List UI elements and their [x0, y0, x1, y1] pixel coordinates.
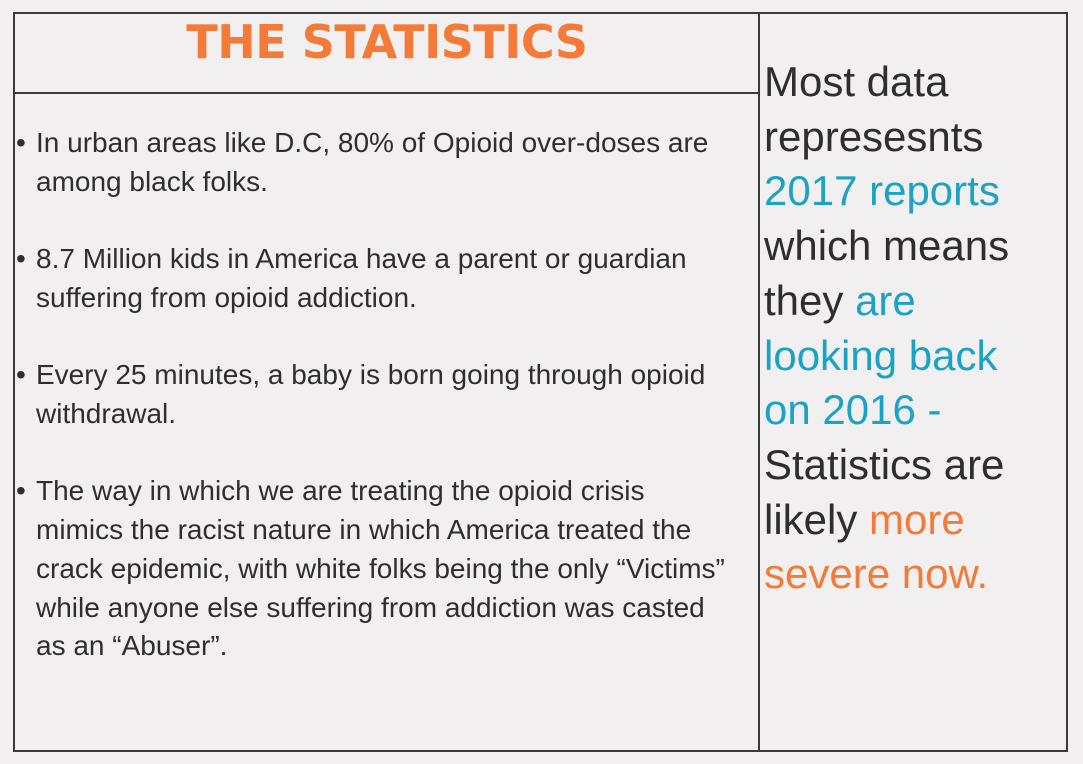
bullet-text: 8.7 Million kids in America have a paren…: [36, 243, 687, 313]
sidebar-note: Most data represesnts 2017 reports which…: [764, 55, 1054, 602]
bullet-icon: •: [16, 359, 26, 391]
bullet-icon: •: [16, 243, 26, 275]
content-frame: [13, 12, 1068, 752]
title-bar: [15, 14, 758, 94]
bullet-text: In urban areas like D.C, 80% of Opioid o…: [36, 127, 709, 197]
note-text: which means they: [764, 222, 1010, 324]
list-item: • 8.7 Million kids in America have a pare…: [16, 240, 731, 318]
page-title: THE STATISTICS: [186, 15, 588, 69]
statistics-panel: [15, 14, 760, 750]
note-highlight-reports: 2017 reports: [764, 167, 1000, 215]
list-item: • Every 25 minutes, a baby is born going …: [16, 356, 731, 434]
bullet-icon: •: [16, 127, 26, 158]
note-text: Statistics are likely: [764, 440, 1005, 543]
list-item: • The way in which we are treating the op…: [16, 472, 731, 666]
bullet-text: The way in which we are treating the opi…: [36, 475, 725, 662]
note-highlight-looking-back: are looking back on 2016 -: [764, 276, 998, 434]
note-text: Most data represesnts: [764, 58, 984, 160]
statistics-list: • In urban areas like D.C, 80% of Opioid …: [16, 124, 731, 705]
bullet-icon: •: [16, 475, 26, 507]
list-item: • In urban areas like D.C, 80% of Opioid …: [16, 124, 731, 202]
note-highlight-severe: more severe now.: [764, 495, 989, 598]
bullet-text: Every 25 minutes, a baby is born going t…: [36, 359, 706, 429]
